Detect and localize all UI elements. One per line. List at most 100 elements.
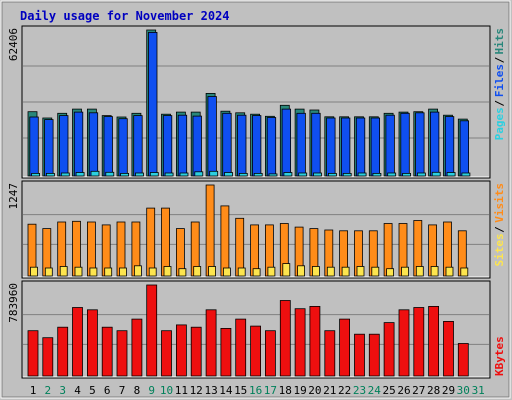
- day-label: 13: [204, 384, 217, 397]
- hits-files-pages-bar-pages-day-9: [149, 172, 159, 177]
- hits-files-pages-bar-pages-day-10: [164, 172, 174, 177]
- visits-sites-bar-sites-day-21: [326, 266, 335, 277]
- visits-sites-bar-sites-day-1: [30, 266, 38, 277]
- hits-files-pages-bar-pages-day-18: [283, 172, 293, 177]
- legend-separator: /: [493, 56, 506, 63]
- day-axis-labels: 1 2 3 4 5 6 7 8 9 10 11 12 13 14 15 16 17 18 19 20 21 22 23 24 2…: [30, 384, 485, 397]
- day-label: 17: [264, 384, 277, 397]
- kbytes-bar-kbytes-day-11: [175, 324, 187, 377]
- kbytes-bar-kbytes-day-19: [294, 308, 306, 377]
- hits-files-pages-bar-pages-day-29: [446, 172, 456, 177]
- hits-files-pages-bar-pages-day-11: [179, 172, 189, 177]
- hits-files-pages-bar-pages-day-16: [253, 172, 263, 177]
- kbytes-bar-kbytes-day-21: [324, 330, 336, 377]
- day-label: 4: [74, 384, 81, 397]
- day-label: 1: [30, 384, 37, 397]
- legend-sites: Sites: [493, 233, 506, 266]
- hits-files-pages-bar-pages-day-22: [342, 172, 352, 177]
- kbytes-bar-kbytes-day-24: [368, 333, 380, 377]
- kbytes-bar-kbytes-day-29: [443, 320, 454, 377]
- kbytes-bar-kbytes-day-18: [279, 300, 291, 377]
- kbytes-bar-kbytes-day-9: [146, 284, 158, 377]
- kbytes-bar-kbytes-day-16: [250, 325, 262, 377]
- visits-sites-bar-sites-day-18: [282, 263, 291, 277]
- day-label: 2: [44, 384, 51, 397]
- hits-files-pages-bar-files-day-12: [192, 115, 202, 177]
- kbytes-bar-kbytes-day-28: [428, 305, 440, 377]
- hits-files-pages-panel: 62406 Hits/Files/Pages: [7, 25, 506, 179]
- hits-files-pages-bar-files-day-25: [385, 114, 395, 177]
- hits-files-pages-bar-pages-day-7: [120, 172, 129, 177]
- day-label: 3: [59, 384, 66, 397]
- kbytes-bar-kbytes-day-17: [264, 330, 276, 377]
- visits-sites-bar-sites-day-11: [178, 268, 187, 277]
- kbytes-bar-kbytes-day-25: [383, 322, 395, 377]
- legend-kbytes: KBytes: [493, 336, 506, 376]
- hits-files-pages-bar-pages-day-26: [402, 172, 412, 177]
- kbytes-bar-kbytes-day-23: [354, 333, 365, 377]
- hits-files-pages-bar-pages-day-12: [194, 171, 204, 177]
- kbytes-bar-kbytes-day-1: [27, 330, 39, 377]
- hits-files-pages-bar-files-day-22: [340, 117, 351, 177]
- hits-files-pages-bar-files-day-16: [251, 115, 262, 177]
- hits-files-pages-bar-files-day-15: [237, 114, 247, 177]
- hits-files-pages-bar-files-day-23: [355, 117, 366, 177]
- visits-sites-bar-visits-day-14: [220, 205, 230, 277]
- legend-pages: Pages: [493, 107, 506, 140]
- hits-files-pages-bar-pages-day-6: [105, 171, 115, 177]
- hits-files-pages-bar-pages-day-5: [90, 170, 100, 177]
- hits-files-pages-bar-files-day-24: [370, 117, 381, 177]
- hits-files-pages-bar-files-day-17: [266, 117, 277, 177]
- hits-files-pages-bar-pages-day-21: [327, 172, 337, 177]
- visits-sites-panel: 1247 Visits /Sites: [7, 180, 506, 279]
- visits-sites-bar-visits-day-15: [235, 217, 245, 277]
- hits-files-pages-ymax-label: 62406: [7, 28, 20, 61]
- hits-files-pages-bar-pages-day-23: [357, 172, 367, 177]
- visits-sites-bar-visits-day-9: [146, 207, 156, 277]
- hits-files-pages-bar-pages-day-1: [31, 172, 41, 177]
- hits-files-pages-bar-pages-day-17: [268, 173, 278, 177]
- hits-files-pages-bar-pages-day-8: [135, 172, 144, 177]
- day-label: 24: [368, 384, 382, 397]
- day-label: 31: [472, 384, 485, 397]
- visits-sites-bar-sites-day-29: [445, 266, 454, 277]
- kbytes-bar-kbytes-day-7: [116, 330, 128, 377]
- hits-files-pages-bar-files-day-7: [118, 118, 128, 177]
- hits-files-pages-bar-pages-day-25: [387, 172, 397, 177]
- legend-separator: /: [493, 226, 506, 233]
- hits-files-pages-bar-files-day-9: [148, 32, 158, 177]
- kbytes-bar-kbytes-day-2: [42, 337, 54, 377]
- hits-files-pages-bar-files-day-13: [207, 96, 217, 177]
- hits-files-pages-bar-pages-day-13: [209, 170, 219, 177]
- kbytes-bar-kbytes-day-14: [220, 327, 232, 377]
- visits-sites-bar-sites-day-8: [133, 265, 142, 277]
- hits-files-pages-bar-pages-day-2: [46, 172, 55, 177]
- visits-sites-ymax-label: 1247: [7, 183, 20, 210]
- visits-sites-bar-sites-day-6: [104, 267, 113, 277]
- day-label: 22: [338, 384, 351, 397]
- kbytes-bar-kbytes-day-4: [72, 307, 83, 377]
- hits-files-pages-bar-files-day-3: [59, 115, 69, 177]
- legend-files: Files: [493, 64, 506, 97]
- visits-sites-bar-sites-day-25: [386, 268, 395, 277]
- day-label: 21: [323, 384, 336, 397]
- kbytes-bar-kbytes-day-26: [398, 309, 410, 377]
- visits-sites-bar-sites-day-16: [252, 268, 261, 277]
- day-label: 30: [457, 384, 470, 397]
- visits-sites-bar-sites-day-28: [430, 266, 439, 277]
- hits-files-pages-bar-files-day-11: [177, 114, 188, 177]
- day-label: 14: [219, 384, 233, 397]
- day-label: 20: [308, 384, 321, 397]
- day-label: 10: [160, 384, 173, 397]
- kbytes-bar-kbytes-day-30: [457, 343, 469, 377]
- hits-files-pages-bar-files-day-26: [400, 112, 410, 177]
- visits-sites-bar-sites-day-4: [74, 266, 83, 277]
- hits-files-pages-bar-pages-day-19: [298, 172, 308, 177]
- visits-sites-bar-sites-day-10: [163, 266, 172, 277]
- visits-sites-bar-sites-day-27: [415, 266, 424, 277]
- kbytes-bar-kbytes-day-12: [190, 326, 202, 377]
- visits-sites-bar-sites-day-20: [311, 266, 320, 277]
- visits-sites-bar-sites-day-14: [222, 267, 231, 277]
